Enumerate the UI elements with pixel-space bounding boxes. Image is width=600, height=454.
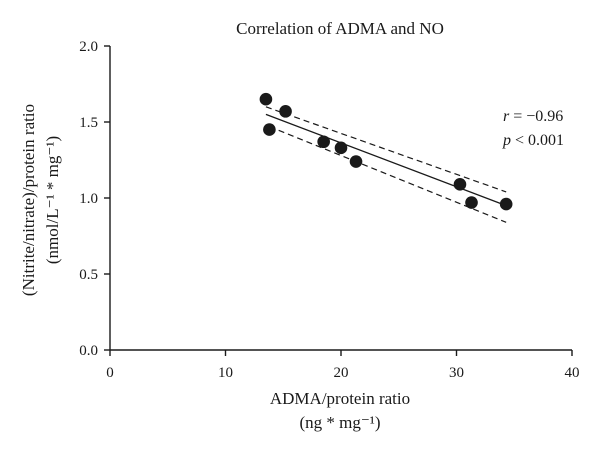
data-point <box>259 92 273 106</box>
x-tick-label: 30 <box>449 365 464 381</box>
data-point <box>334 141 348 155</box>
r-value: = −0.96 <box>509 108 563 125</box>
x-tick-label: 0 <box>106 365 114 381</box>
data-point <box>465 196 478 209</box>
x-tick-label: 20 <box>334 365 349 381</box>
data-point <box>349 155 363 168</box>
x-tick-label: 10 <box>218 365 233 381</box>
y-ticks: 0.0 0.5 1.0 1.5 2.0 <box>79 39 110 359</box>
x-axis-unit: (ng * mg⁻¹) <box>299 413 380 432</box>
data-points <box>259 92 513 211</box>
x-axis-label: ADMA/protein ratio <box>270 389 410 408</box>
data-point <box>279 105 292 118</box>
y-tick-label: 2.0 <box>79 39 98 55</box>
data-point <box>263 123 276 136</box>
p-annotation: p < 0.001 <box>502 132 564 149</box>
regression-line <box>265 113 507 207</box>
chart-title: Correlation of ADMA and NO <box>236 19 444 38</box>
x-ticks: 0 10 20 30 40 <box>106 350 580 381</box>
y-axis-unit: (nmol/L⁻¹ * mg⁻¹) <box>43 136 62 264</box>
r-annotation: r = −0.96 <box>503 108 563 125</box>
data-point <box>317 135 330 149</box>
y-tick-label: 1.0 <box>79 191 98 207</box>
confidence-band-upper <box>265 106 507 193</box>
y-tick-label: 1.5 <box>79 115 98 131</box>
y-axis-label: (Nitrite/nitrate)/protein ratio <box>19 104 38 296</box>
axes <box>109 46 572 351</box>
r-symbol: r <box>503 108 510 125</box>
x-tick-label: 40 <box>565 365 580 381</box>
data-point <box>453 178 467 191</box>
y-tick-label: 0.0 <box>79 343 98 359</box>
p-symbol: p <box>502 132 511 149</box>
y-tick-label: 0.5 <box>79 267 98 283</box>
p-value: < 0.001 <box>511 132 564 149</box>
data-point <box>499 197 513 211</box>
